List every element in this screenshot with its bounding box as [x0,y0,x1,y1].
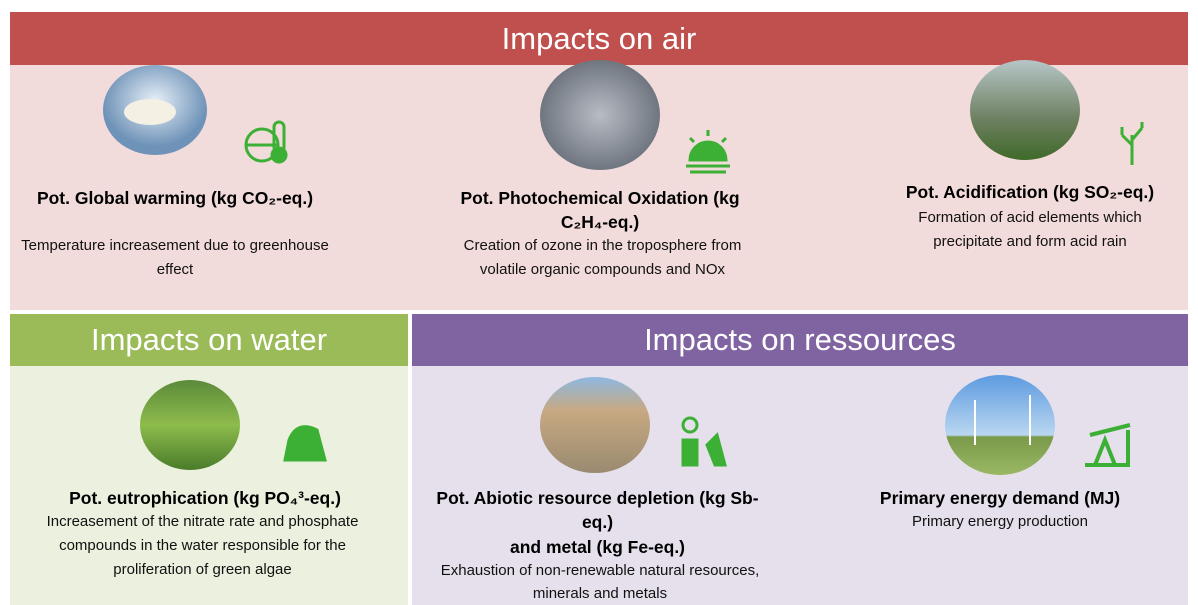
photo [540,377,650,473]
photo [140,380,240,470]
item-title: Primary energy demand (MJ) [830,486,1170,510]
page: Impacts on air Impacts on water Impacts … [0,0,1198,605]
item-description: Increasement of the nitrate rate and pho… [40,510,365,582]
photo [970,60,1080,160]
item-description: Formation of acid elements which precipi… [885,206,1175,254]
item-title: Pot. Acidification (kg SO₂-eq.) [865,180,1195,204]
item-title: Pot. Global warming (kg CO₂-eq.) [25,186,325,210]
item-description: Creation of ozone in the troposphere fro… [440,234,765,282]
photo [103,65,207,155]
item-title: Pot. eutrophication (kg PO₄³-eq.) [25,486,385,510]
photo [945,375,1055,475]
item-description: Exhaustion of non-renewable natural reso… [440,559,760,605]
item-title: Pot. Photochemical Oxidation (kg C₂H₄-eq… [440,186,760,234]
item-title: Pot. Abiotic resource depletion (kg Sb-e… [425,486,770,534]
item-description: Temperature increasement due to greenhou… [20,234,330,282]
item-description: Primary energy production [830,510,1170,534]
item-title-continued: and metal (kg Fe-eq.) [425,535,770,559]
photo [540,60,660,170]
